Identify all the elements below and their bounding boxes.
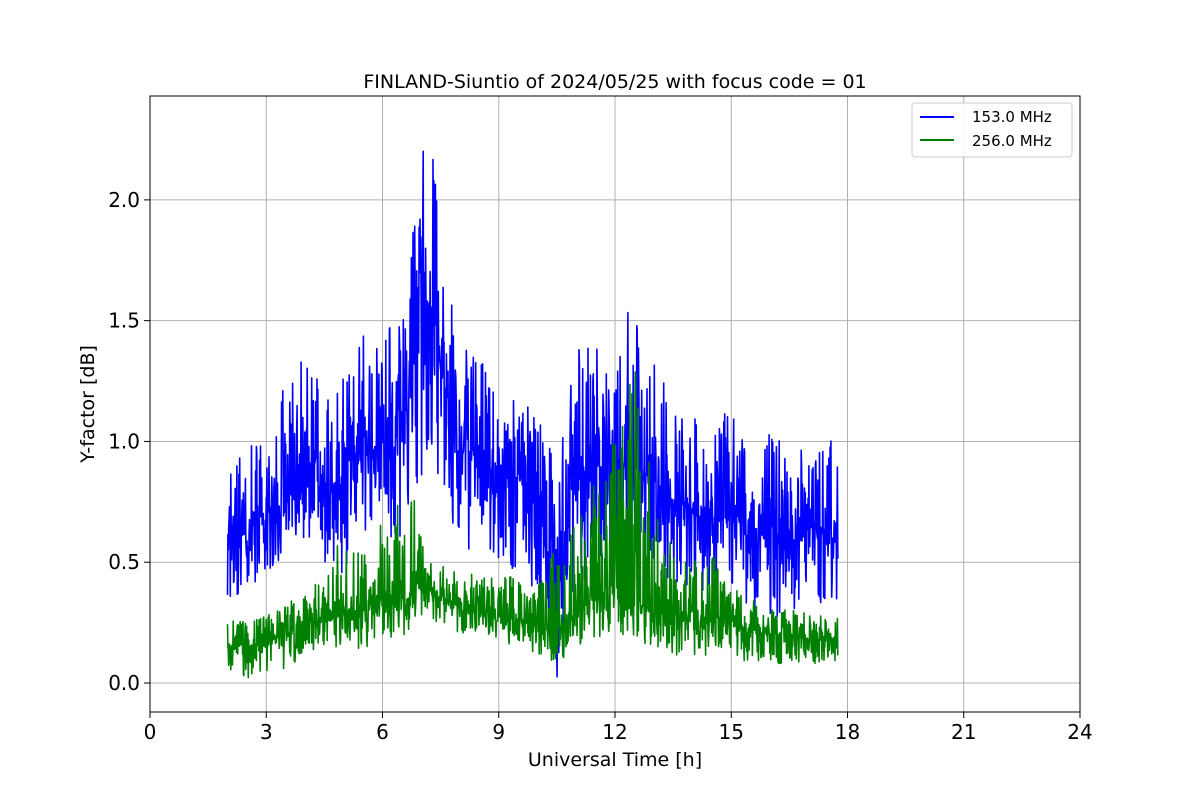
x-tick-label: 6 [376, 720, 389, 744]
series-layer [226, 150, 839, 679]
x-tick-label: 15 [719, 720, 744, 744]
y-tick-label: 0.5 [108, 550, 140, 574]
legend-label-256: 256.0 MHz [972, 132, 1052, 150]
y-tick-label: 2.0 [108, 188, 140, 212]
series-line-0 [226, 150, 839, 678]
legend: 153.0 MHz 256.0 MHz [911, 102, 1073, 158]
x-tick-label: 12 [602, 720, 627, 744]
y-axis-label: Y-factor [dB] [77, 345, 99, 464]
x-tick-label: 21 [951, 720, 976, 744]
x-tick-label: 3 [260, 720, 273, 744]
x-tick-label: 24 [1067, 720, 1092, 744]
y-axis-ticks: 0.0 0.5 1.0 1.5 2.0 [108, 188, 150, 695]
y-tick-label: 1.0 [108, 429, 140, 453]
chart-title: FINLAND-Siuntio of 2024/05/25 with focus… [363, 71, 866, 93]
series-line-1 [226, 371, 839, 679]
y-tick-label: 0.0 [108, 671, 140, 695]
legend-label-153: 153.0 MHz [972, 108, 1052, 126]
y-tick-label: 1.5 [108, 309, 140, 333]
x-tick-label: 18 [835, 720, 860, 744]
x-axis-ticks: 0 3 6 9 12 15 18 21 24 [144, 712, 1093, 744]
x-tick-label: 9 [492, 720, 505, 744]
x-tick-label: 0 [144, 720, 157, 744]
x-axis-label: Universal Time [h] [528, 749, 702, 771]
